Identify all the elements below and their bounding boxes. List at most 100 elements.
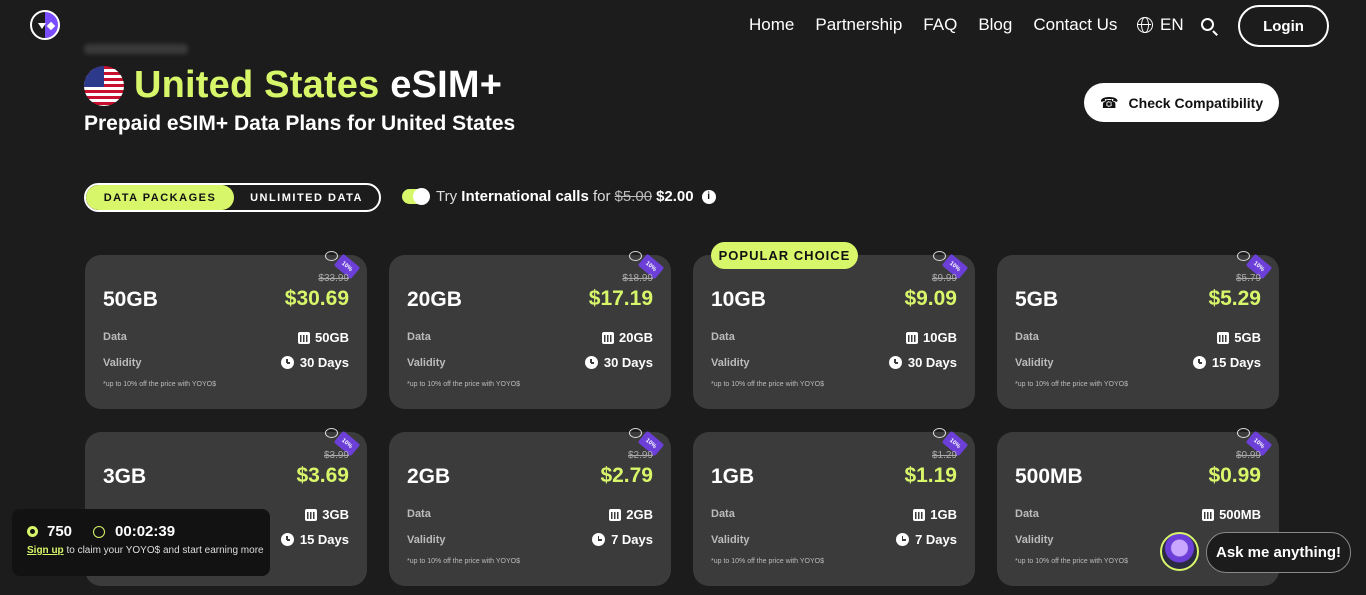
plan-price: $0.99 bbox=[1208, 464, 1261, 487]
assistant-avatar[interactable] bbox=[1160, 532, 1199, 571]
intl-prefix: Try bbox=[436, 188, 458, 205]
validity-value: 7 Days bbox=[896, 532, 957, 547]
tab-data-packages[interactable]: DATA PACKAGES bbox=[86, 185, 234, 210]
intl-old-price: $5.00 bbox=[614, 188, 653, 205]
rewards-message: Sign up to claim your YOYO$ and start ea… bbox=[27, 545, 264, 556]
data-label: Data bbox=[407, 508, 431, 520]
check-compatibility-button[interactable]: ☎ Check Compatibility bbox=[1084, 83, 1279, 122]
plan-card[interactable]: 10% $18.99 20GB $17.19 Data 20GB Validit… bbox=[389, 251, 671, 409]
clock-icon bbox=[592, 533, 606, 546]
nav-blog[interactable]: Blog bbox=[978, 15, 1013, 34]
old-price: $9.99 bbox=[931, 273, 957, 284]
clock-icon bbox=[888, 356, 902, 369]
plan-name: 500MB bbox=[1015, 465, 1083, 488]
discount-tag-icon: 10% bbox=[1237, 428, 1275, 460]
validity-value: 30 Days bbox=[280, 355, 349, 370]
clock-icon bbox=[584, 356, 598, 369]
nav-contact-us[interactable]: Contact Us bbox=[1033, 15, 1118, 34]
old-price: $18.99 bbox=[622, 273, 653, 284]
discount-tag-icon: 10% bbox=[933, 251, 971, 283]
data-value: 1GB bbox=[913, 507, 957, 522]
nav-faq[interactable]: FAQ bbox=[923, 15, 958, 34]
old-price: $5.79 bbox=[1235, 273, 1261, 284]
validity-value: 30 Days bbox=[888, 355, 957, 370]
clock-icon bbox=[896, 533, 910, 546]
old-price: $3.99 bbox=[323, 450, 349, 461]
data-label: Data bbox=[711, 508, 735, 520]
plan-card[interactable]: 10% $5.79 5GB $5.29 Data 5GB Validity 15… bbox=[997, 251, 1279, 409]
popular-choice-badge: POPULAR CHOICE bbox=[711, 242, 858, 269]
data-label: Data bbox=[1015, 331, 1039, 343]
signup-link[interactable]: Sign up bbox=[27, 545, 64, 556]
validity-label: Validity bbox=[103, 357, 142, 369]
page-subtitle: Prepaid eSIM+ Data Plans for United Stat… bbox=[84, 112, 516, 135]
breadcrumb bbox=[84, 44, 188, 54]
plan-name: 20GB bbox=[407, 288, 462, 311]
language-label: EN bbox=[1160, 15, 1184, 34]
validity-label: Validity bbox=[1015, 534, 1054, 546]
plan-card[interactable]: 10% $9.99 10GB $9.09 Data 10GB Validity … bbox=[693, 251, 975, 409]
coin-icon bbox=[27, 526, 38, 537]
plan-price: $1.19 bbox=[904, 464, 957, 487]
plan-card[interactable]: 10% $33.99 50GB $30.69 Data 50GB Validit… bbox=[85, 251, 367, 409]
discount-note: *up to 10% off the price with YOYO$ bbox=[103, 381, 216, 388]
brand-logo[interactable] bbox=[30, 10, 60, 40]
points-count: 750 bbox=[47, 523, 73, 540]
validity-label: Validity bbox=[711, 357, 750, 369]
page-title: United States eSIM+ bbox=[134, 64, 502, 107]
discount-note: *up to 10% off the price with YOYO$ bbox=[407, 381, 520, 388]
plan-name: 2GB bbox=[407, 465, 451, 488]
timer-value: 00:02:39 bbox=[115, 523, 176, 540]
discount-note: *up to 10% off the price with YOYO$ bbox=[1015, 558, 1128, 565]
rewards-text: to claim your YOYO$ and start earning mo… bbox=[66, 545, 264, 556]
plan-price: $9.09 bbox=[904, 287, 957, 310]
data-value: 500MB bbox=[1202, 507, 1261, 522]
data-value: 10GB bbox=[906, 330, 957, 345]
data-value: 3GB bbox=[305, 507, 349, 522]
globe-icon bbox=[1137, 17, 1153, 33]
international-calls-toggle[interactable] bbox=[402, 188, 430, 205]
data-label: Data bbox=[711, 331, 735, 343]
data-bars-icon bbox=[305, 508, 318, 521]
info-icon[interactable]: i bbox=[701, 189, 716, 204]
plan-name: 5GB bbox=[1015, 288, 1059, 311]
data-bars-icon bbox=[1202, 508, 1215, 521]
plan-card[interactable]: 10% $1.29 1GB $1.19 Data 1GB Validity 7 … bbox=[693, 428, 975, 586]
discount-tag-icon: 10% bbox=[325, 251, 363, 283]
discount-tag-icon: 10% bbox=[933, 428, 971, 460]
old-price: $2.99 bbox=[627, 450, 653, 461]
plan-price: $30.69 bbox=[284, 287, 349, 310]
plan-name: 10GB bbox=[711, 288, 766, 311]
check-compatibility-label: Check Compatibility bbox=[1128, 94, 1264, 111]
data-value: 5GB bbox=[1217, 330, 1261, 345]
plan-type-tabs: DATA PACKAGES UNLIMITED DATA bbox=[84, 183, 381, 212]
data-bars-icon bbox=[298, 331, 311, 344]
timer-icon bbox=[93, 525, 106, 538]
ask-me-anything-button[interactable]: Ask me anything! bbox=[1206, 532, 1351, 573]
tab-unlimited-data[interactable]: UNLIMITED DATA bbox=[250, 191, 363, 204]
nav-home[interactable]: Home bbox=[749, 15, 795, 34]
nav-partnership[interactable]: Partnership bbox=[815, 15, 903, 34]
validity-label: Validity bbox=[711, 534, 750, 546]
rewards-status: 750 00:02:39 bbox=[27, 523, 175, 540]
validity-label: Validity bbox=[1015, 357, 1054, 369]
old-price: $33.99 bbox=[318, 273, 349, 284]
title-country: United States bbox=[134, 64, 380, 106]
phone-icon: ☎ bbox=[1099, 94, 1119, 112]
data-bars-icon bbox=[602, 331, 615, 344]
clock-icon bbox=[1192, 356, 1206, 369]
rewards-widget: 750 00:02:39 Sign up to claim your YOYO$… bbox=[12, 509, 270, 576]
validity-value: 15 Days bbox=[280, 532, 349, 547]
login-button[interactable]: Login bbox=[1238, 5, 1329, 47]
plan-name: 50GB bbox=[103, 288, 158, 311]
data-bars-icon bbox=[913, 508, 926, 521]
search-icon[interactable] bbox=[1201, 18, 1214, 31]
data-value: 20GB bbox=[602, 330, 653, 345]
plan-card[interactable]: 10% $2.99 2GB $2.79 Data 2GB Validity 7 … bbox=[389, 428, 671, 586]
language-selector[interactable]: EN bbox=[1137, 15, 1184, 35]
data-value: 50GB bbox=[298, 330, 349, 345]
discount-note: *up to 10% off the price with YOYO$ bbox=[1015, 381, 1128, 388]
discount-tag-icon: 10% bbox=[1237, 251, 1275, 283]
validity-label: Validity bbox=[407, 534, 446, 546]
clock-icon bbox=[280, 356, 294, 369]
